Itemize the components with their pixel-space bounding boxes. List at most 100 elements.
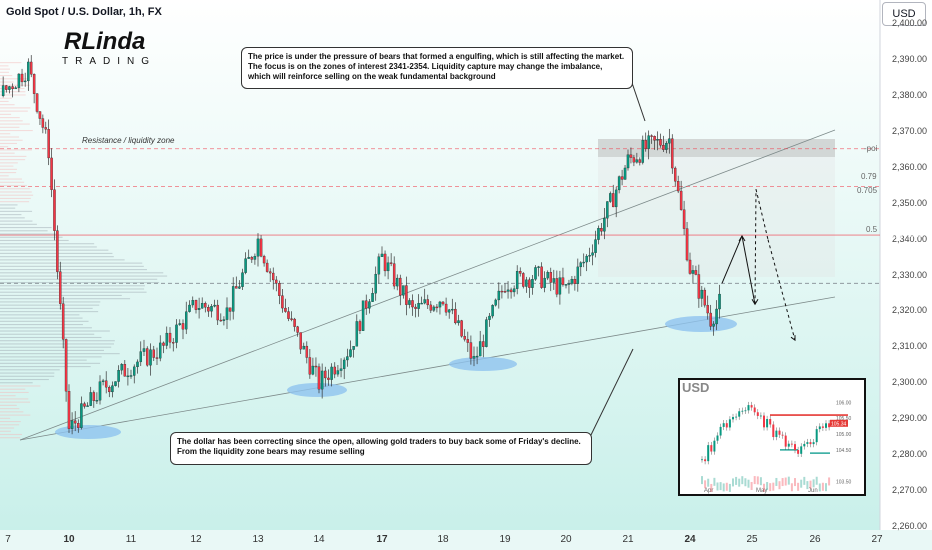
- volume-profile-bar: [0, 288, 145, 290]
- candle-body: [149, 349, 152, 366]
- resistance-zone: [598, 139, 835, 157]
- candle-body: [244, 258, 247, 273]
- candle-body: [108, 387, 111, 393]
- candle-body: [155, 357, 159, 359]
- volume-profile-bar: [0, 320, 89, 322]
- inset-volume-bar: [728, 483, 731, 492]
- inset-candle: [738, 411, 741, 417]
- candle-body: [564, 284, 568, 286]
- volume-profile-bar: [0, 265, 144, 267]
- forecast-arrowhead: [751, 298, 759, 306]
- inset-volume-bar: [794, 478, 796, 487]
- candle-body: [488, 315, 491, 320]
- candle-body: [111, 385, 114, 393]
- candle-body: [77, 423, 80, 428]
- candle-body: [715, 308, 718, 325]
- volume-profile-bar: [0, 104, 15, 106]
- inset-candle: [781, 434, 784, 436]
- candle-body: [213, 304, 216, 307]
- y-tick-label: 2,300.00: [892, 377, 928, 388]
- candle-body: [275, 279, 278, 284]
- candle-body: [136, 361, 139, 368]
- inset-candle: [797, 450, 800, 454]
- y-tick-label: 2,350.00: [892, 197, 928, 208]
- inset-volume-bar: [806, 481, 809, 490]
- candle-body: [327, 377, 330, 380]
- liquidity-ellipse: [665, 316, 737, 332]
- top-annotation: The price is under the pressure of bears…: [241, 47, 633, 89]
- forecast-segment: [721, 235, 743, 284]
- volume-profile-bar: [0, 285, 145, 287]
- candle-body: [339, 368, 343, 371]
- forecast-arrowhead: [790, 335, 796, 342]
- forecast-segment: [755, 189, 769, 240]
- candle-body: [181, 323, 185, 330]
- candle-body: [336, 370, 340, 375]
- candle-body: [389, 262, 393, 264]
- inset-candle: [710, 445, 713, 452]
- volume-profile-bar: [0, 356, 102, 358]
- volume-profile-bar: [0, 404, 17, 406]
- volume-profile-bar: [0, 123, 30, 125]
- forecast-segment: [741, 235, 756, 305]
- inset-month-label: Apr: [704, 488, 713, 494]
- candle-body: [500, 290, 504, 293]
- volume-profile-bar: [0, 243, 95, 245]
- candle-body: [611, 193, 615, 208]
- candle-body: [537, 266, 540, 268]
- volume-profile-bar: [0, 107, 31, 109]
- volume-profile-bar: [0, 178, 22, 180]
- inset-title: USD: [682, 380, 710, 395]
- candle-body: [679, 190, 683, 210]
- inset-candle: [722, 423, 725, 427]
- candle-body: [454, 308, 457, 324]
- volume-profile-bar: [0, 181, 25, 183]
- candle-body: [662, 145, 665, 150]
- candle-body: [414, 306, 417, 309]
- candle-body: [469, 342, 473, 359]
- inset-volume-bar: [707, 478, 710, 487]
- y-tick-label: 2,340.00: [892, 233, 928, 244]
- inset-candle: [744, 410, 747, 412]
- volume-profile-bar: [0, 142, 17, 145]
- candle-body: [162, 342, 165, 346]
- inset-candle: [728, 419, 731, 428]
- inset-candle: [750, 405, 753, 408]
- volume-profile-bar: [0, 175, 9, 177]
- candle-body: [228, 307, 232, 312]
- bottom-annotation: The dollar has been correcting since the…: [170, 432, 592, 465]
- inset-candle: [815, 429, 818, 443]
- y-tick-label: 2,260.00: [892, 521, 928, 531]
- candle-body: [67, 391, 71, 429]
- candle-body: [50, 157, 53, 190]
- y-tick-label: 2,290.00: [892, 413, 928, 424]
- candle-body: [238, 286, 241, 289]
- candle-body: [617, 176, 621, 191]
- volume-profile-bar: [0, 327, 92, 329]
- volume-profile-bar: [0, 291, 147, 293]
- inset-candle: [790, 443, 793, 445]
- candle-body: [588, 255, 591, 257]
- candle-body: [395, 277, 399, 287]
- candle-body: [668, 138, 671, 144]
- volume-profile-bar: [0, 226, 52, 229]
- inset-candle: [825, 423, 827, 428]
- volume-profile-bar: [0, 155, 27, 157]
- volume-profile-bar: [0, 375, 55, 377]
- candle-body: [503, 291, 507, 293]
- currency-button[interactable]: USD: [882, 2, 926, 26]
- y-tick-label: 2,330.00: [892, 269, 928, 280]
- inset-candle: [828, 423, 831, 428]
- candle-body: [210, 306, 213, 312]
- candle-body: [281, 295, 284, 309]
- candle-body: [41, 118, 45, 128]
- inset-candle: [763, 415, 765, 428]
- inset-candle: [775, 430, 778, 438]
- candle-body: [117, 370, 120, 382]
- candle-body: [650, 135, 653, 137]
- candle-body: [59, 271, 62, 304]
- x-tick-label: 25: [746, 534, 758, 545]
- candle-body: [411, 300, 414, 308]
- volume-profile-bar: [0, 159, 26, 161]
- y-tick-label: 2,270.00: [892, 485, 928, 496]
